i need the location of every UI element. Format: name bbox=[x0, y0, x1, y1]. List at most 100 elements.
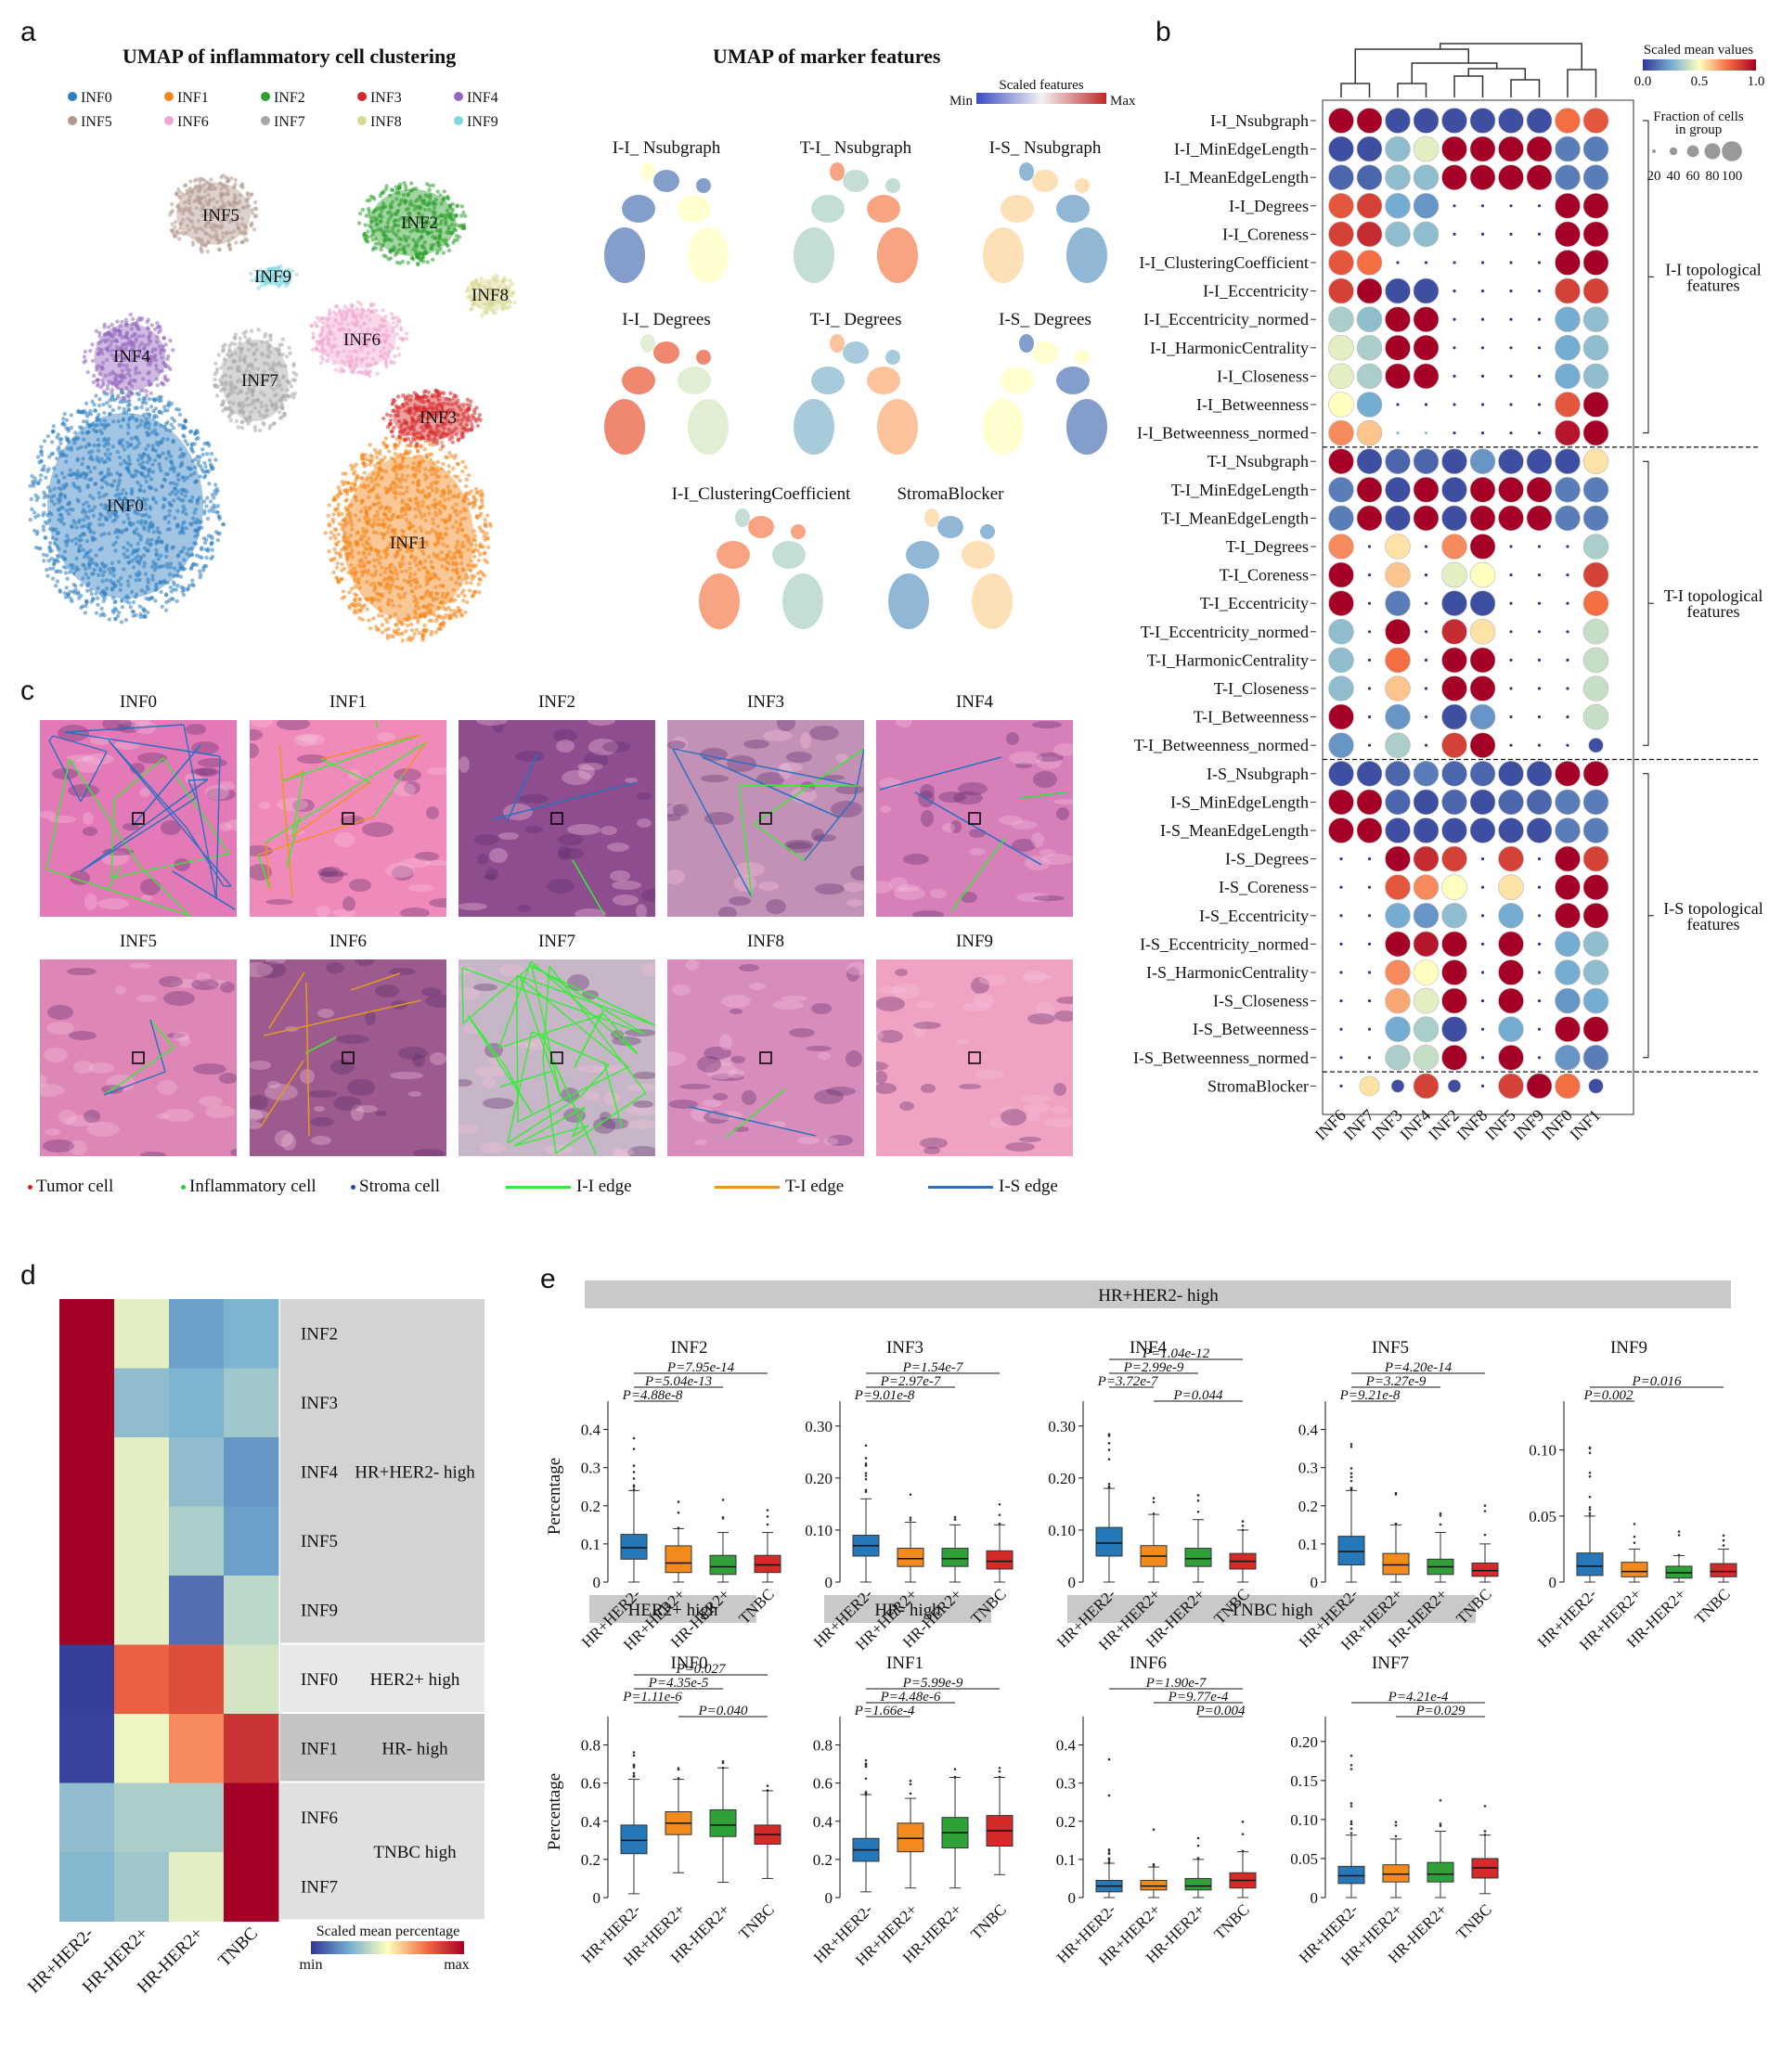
legend-label: INF1 bbox=[177, 90, 209, 106]
dotplot-dot bbox=[1441, 590, 1467, 617]
dotplot-dot bbox=[1498, 135, 1524, 162]
umap-point bbox=[42, 439, 47, 444]
umap-point bbox=[115, 449, 120, 455]
umap-point bbox=[69, 445, 73, 450]
dotplot-dot bbox=[1424, 601, 1428, 605]
umap-point bbox=[408, 622, 414, 627]
umap-point bbox=[102, 444, 107, 448]
umap-point bbox=[388, 256, 394, 261]
dotplot-dot bbox=[1469, 476, 1496, 503]
marker-thumb-blob bbox=[811, 367, 845, 394]
umap-point bbox=[384, 184, 389, 188]
umap-point bbox=[84, 444, 88, 449]
umap-point bbox=[102, 410, 107, 416]
marker-thumb-blob bbox=[748, 516, 774, 538]
dotplot-dot bbox=[1537, 630, 1542, 634]
dotplot-dot bbox=[1453, 374, 1456, 378]
umap-point bbox=[53, 584, 58, 588]
legend-label: INF0 bbox=[81, 90, 112, 106]
marker-thumb-blob bbox=[688, 227, 729, 283]
umap-point bbox=[371, 195, 376, 199]
umap-point bbox=[291, 362, 296, 367]
dotplot-dot bbox=[1328, 306, 1354, 333]
umap-point bbox=[64, 459, 69, 464]
umap-point bbox=[136, 547, 141, 552]
umap-point bbox=[46, 518, 52, 523]
umap-point bbox=[334, 367, 339, 372]
umap-point bbox=[129, 499, 134, 504]
umap-point bbox=[97, 418, 102, 422]
umap-point bbox=[203, 470, 208, 474]
umap-point bbox=[161, 503, 166, 508]
umap-point bbox=[314, 346, 318, 351]
marker-thumb-blob bbox=[1066, 227, 1107, 283]
dotplot-dot bbox=[1582, 419, 1609, 446]
umap-point bbox=[84, 603, 88, 609]
umap-point bbox=[119, 491, 124, 496]
umap-point bbox=[473, 486, 479, 492]
umap-point bbox=[122, 406, 126, 411]
umap-point bbox=[243, 334, 248, 340]
marker-title: UMAP of marker features bbox=[713, 45, 941, 68]
umap-point bbox=[164, 561, 170, 566]
dotplot-dot bbox=[1385, 448, 1411, 475]
umap-point bbox=[470, 573, 474, 578]
umap-point bbox=[366, 229, 370, 234]
umap-point bbox=[358, 302, 364, 307]
dotplot-dot bbox=[1509, 630, 1513, 634]
umap-point bbox=[168, 429, 173, 433]
marker-thumb-1 bbox=[794, 162, 918, 283]
umap-point bbox=[238, 336, 242, 341]
umap-point bbox=[169, 422, 174, 427]
umap-point bbox=[45, 573, 50, 578]
umap-point bbox=[117, 455, 123, 460]
umap-point bbox=[478, 552, 483, 557]
umap-point bbox=[99, 546, 105, 551]
marker-feature-title: I-I_ Nsubgraph bbox=[613, 138, 721, 158]
umap-point bbox=[196, 459, 201, 464]
dotplot-dot bbox=[1555, 277, 1581, 304]
umap-point bbox=[73, 536, 79, 541]
umap-point bbox=[136, 393, 141, 397]
umap-point bbox=[110, 322, 114, 328]
dotplot-dot bbox=[1480, 431, 1485, 435]
umap-point bbox=[167, 527, 173, 532]
umap-point bbox=[193, 534, 198, 539]
umap-point bbox=[200, 467, 204, 471]
umap-point bbox=[422, 447, 427, 452]
umap-point bbox=[121, 501, 125, 506]
umap-point bbox=[189, 499, 194, 504]
umap-point bbox=[374, 455, 380, 460]
dotplot-dot bbox=[1526, 448, 1553, 475]
umap-point bbox=[198, 176, 202, 182]
umap-point bbox=[279, 415, 284, 419]
umap-point bbox=[41, 528, 46, 533]
umap-point bbox=[186, 465, 190, 470]
umap-point bbox=[62, 475, 67, 480]
dotplot-row-label: T-I_MinEdgeLength bbox=[1171, 481, 1309, 499]
dotplot-dot bbox=[1328, 193, 1354, 219]
umap-cluster-inf0 bbox=[28, 388, 226, 624]
umap-point bbox=[169, 401, 174, 406]
umap-point bbox=[106, 447, 110, 452]
umap-point bbox=[332, 547, 337, 551]
umap-point bbox=[493, 311, 497, 315]
umap-point bbox=[387, 449, 392, 454]
legend-label: INF5 bbox=[81, 114, 112, 130]
umap-point bbox=[61, 417, 66, 421]
umap-point bbox=[39, 444, 44, 449]
umap-cluster-label: INF0 bbox=[107, 496, 144, 516]
marker-thumb-blob bbox=[1075, 178, 1090, 193]
umap-point bbox=[463, 610, 468, 614]
dotplot-dot bbox=[1441, 732, 1467, 759]
marker-thumb-blob bbox=[782, 573, 823, 629]
umap-point bbox=[209, 556, 213, 561]
umap-point bbox=[415, 443, 420, 448]
umap-point bbox=[134, 572, 139, 576]
umap-point bbox=[102, 613, 107, 618]
umap-point bbox=[389, 312, 394, 316]
dotplot-dot bbox=[1453, 204, 1456, 208]
dotplot-dot bbox=[1385, 193, 1411, 219]
umap-point bbox=[179, 566, 184, 572]
umap-point bbox=[64, 454, 69, 458]
